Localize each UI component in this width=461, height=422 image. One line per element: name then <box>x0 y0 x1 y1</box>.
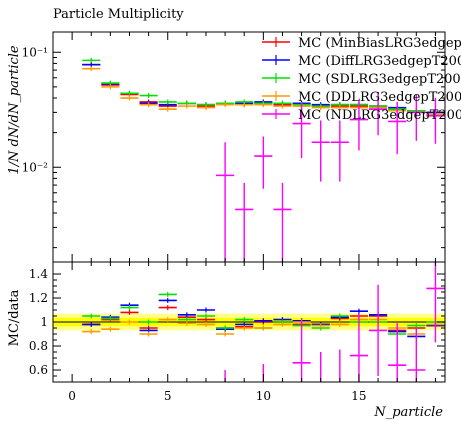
y-bot-tick-label-0: 0.6 <box>29 363 48 377</box>
x-tick-label-10: 10 <box>256 389 271 403</box>
y-bot-tick-label-3: 1.2 <box>29 291 48 305</box>
y-axis-label-bottom: MC/data <box>7 289 22 346</box>
x-tick-label-5: 5 <box>164 389 172 403</box>
y-bot-tick-label-2: 1 <box>40 315 48 329</box>
chart-title: Particle Multiplicity <box>53 7 184 22</box>
legend-label-4: MC (NDLRG3edgepT200 <box>298 108 461 123</box>
axes-layer: 0 5 10 15 10⁻¹ 10⁻² 0.6 0.8 1 1.2 1.4 <box>22 31 446 403</box>
x-tick-label-15: 15 <box>351 389 366 403</box>
y-bot-tick-label-1: 0.8 <box>29 339 48 353</box>
bottom-panel-marks <box>82 262 445 382</box>
y-axis-label-top: 1/N dN/dN_particle <box>7 45 22 175</box>
y-bot-tick-label-4: 1.4 <box>29 267 48 281</box>
series-layer <box>82 57 445 382</box>
x-axis-label: N_particle <box>373 405 443 420</box>
y-top-tick-label-1: 10⁻² <box>22 160 49 174</box>
legend-entries: MC (MinBiasLRG3edgepT MC (DiffLRG3edgepT2… <box>262 36 461 123</box>
legend-label-3: MC (DDLRG3edgepT200 <box>298 90 461 105</box>
legend-label-2: MC (SDLRG3edgepT200 <box>298 72 461 87</box>
legend-label-0: MC (MinBiasLRG3edgepT <box>298 36 461 51</box>
top-panel-marks <box>82 57 445 262</box>
x-tick-label-0: 0 <box>68 389 76 403</box>
y-top-tick-label-0: 10⁻¹ <box>22 45 48 59</box>
legend: MC (MinBiasLRG3edgepT MC (DiffLRG3edgepT2… <box>262 36 461 123</box>
legend-label-1: MC (DiffLRG3edgepT200 <box>298 54 461 69</box>
